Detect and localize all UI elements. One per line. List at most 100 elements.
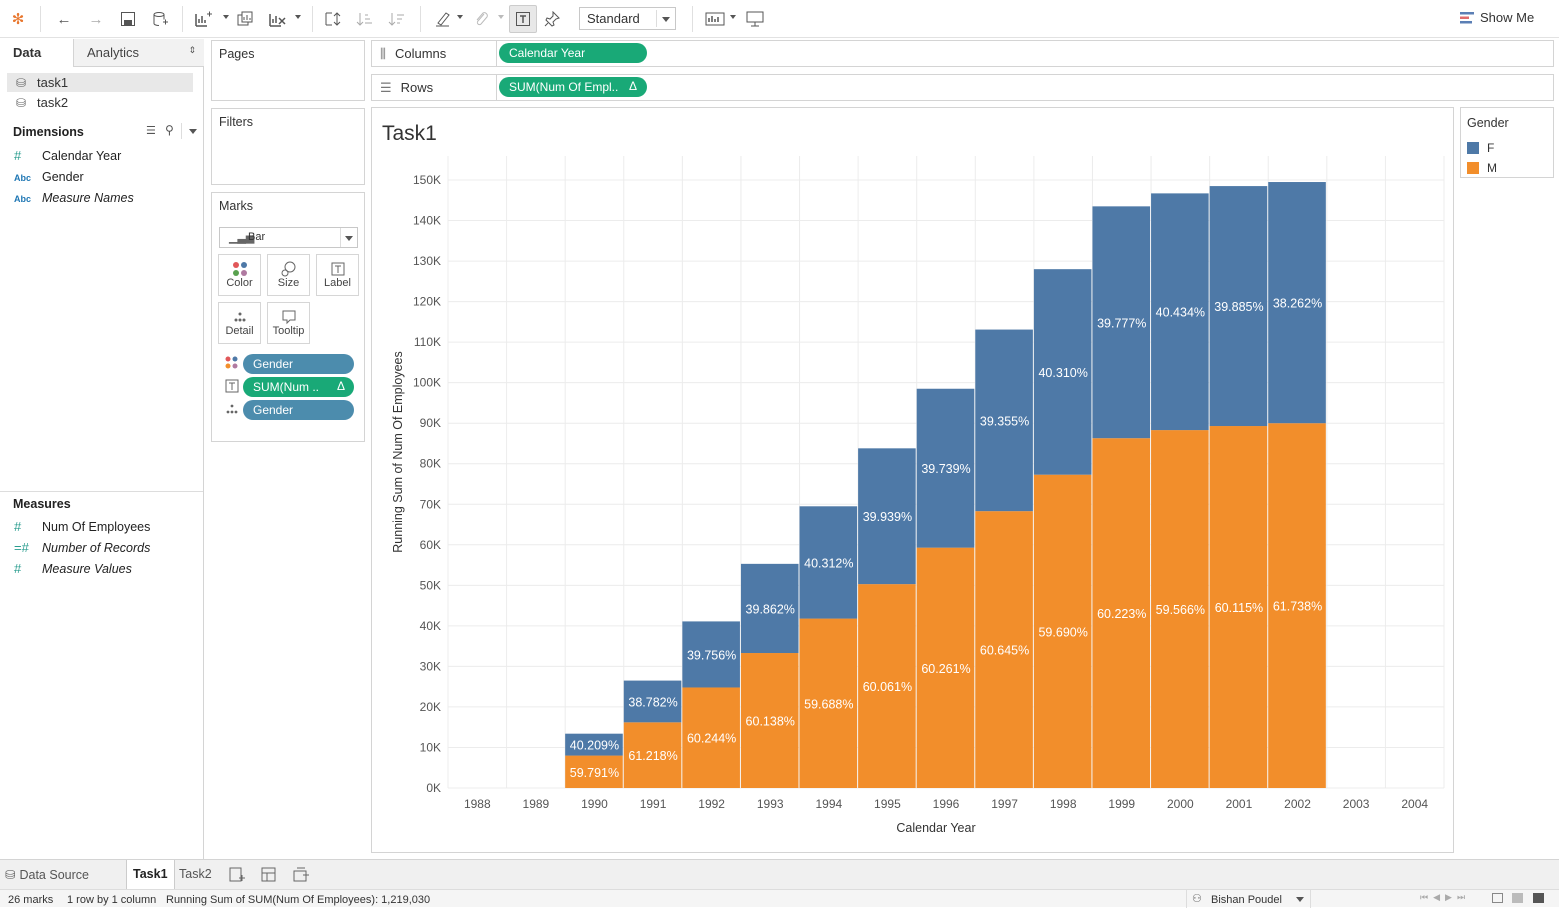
group-dropdown-icon[interactable] bbox=[498, 15, 504, 19]
tab-data-source[interactable]: ⛁ Data Source bbox=[0, 860, 95, 889]
bar-segment-f bbox=[1092, 206, 1151, 439]
rows-shelf-label: ☰ Rows bbox=[380, 80, 433, 96]
presentation-mode-icon[interactable] bbox=[745, 9, 765, 29]
size-button[interactable]: Size bbox=[267, 254, 310, 296]
datasource-task2[interactable]: ⛁ task2 bbox=[7, 93, 193, 112]
bar-segment-f bbox=[1268, 182, 1326, 424]
marks-pill-gender-color[interactable]: Gender bbox=[243, 354, 354, 374]
show-tabs-icon[interactable] bbox=[1533, 893, 1544, 903]
table-calc-delta-icon: Δ bbox=[336, 379, 345, 393]
group-members-icon[interactable] bbox=[471, 9, 491, 29]
data-label-m: 60.061% bbox=[863, 680, 912, 694]
datasource-icon: ⛁ bbox=[16, 76, 27, 90]
datasource-label: task1 bbox=[37, 75, 69, 90]
user-menu-chevron-icon[interactable] bbox=[1296, 897, 1304, 902]
y-tick-label: 40K bbox=[420, 619, 441, 633]
redo-icon[interactable]: → bbox=[88, 10, 104, 28]
columns-pill-calendar-year[interactable]: Calendar Year bbox=[499, 43, 647, 63]
field-gender[interactable]: Gender bbox=[42, 170, 84, 184]
clear-sheet-dropdown-icon[interactable] bbox=[295, 15, 301, 19]
new-worksheet-tab-icon[interactable] bbox=[229, 867, 245, 886]
rows-label-text: Rows bbox=[400, 80, 434, 95]
rows-pill-sum-employees[interactable]: SUM(Num Of Empl.. Δ bbox=[499, 77, 647, 97]
detail-button[interactable]: Detail bbox=[218, 302, 261, 344]
bar-segment-m bbox=[1151, 430, 1209, 788]
highlight-icon[interactable] bbox=[433, 9, 453, 29]
duplicate-sheet-icon[interactable] bbox=[236, 9, 256, 29]
y-tick-label: 140K bbox=[413, 214, 441, 228]
show-filmstrip-icon[interactable] bbox=[1492, 893, 1503, 903]
pages-card[interactable]: Pages bbox=[211, 40, 365, 101]
save-icon[interactable] bbox=[118, 9, 138, 29]
undo-icon[interactable]: ← bbox=[56, 10, 72, 28]
detail-icon bbox=[219, 309, 260, 325]
highlight-dropdown-icon[interactable] bbox=[457, 15, 463, 19]
show-mark-labels-icon[interactable] bbox=[509, 5, 537, 33]
field-measure-names[interactable]: Measure Names bbox=[42, 191, 134, 205]
status-dimensions: 1 row by 1 column bbox=[67, 894, 157, 906]
columns-shelf[interactable]: ⫼ Columns Calendar Year bbox=[371, 40, 1554, 67]
data-label-m: 59.566% bbox=[1156, 603, 1205, 617]
dimensions-menu-icon[interactable] bbox=[189, 129, 197, 134]
y-tick-label: 20K bbox=[420, 700, 441, 714]
mark-type-select[interactable]: ▁▃▅ Bar bbox=[219, 227, 358, 248]
sort-ascending-icon[interactable] bbox=[355, 9, 375, 29]
tableau-logo-icon[interactable]: ✻ bbox=[11, 11, 25, 28]
fit-mode-select[interactable]: Standard bbox=[579, 7, 676, 30]
fix-axes-icon[interactable] bbox=[542, 9, 562, 29]
tab-analytics[interactable]: Analytics ⇕ bbox=[73, 39, 204, 67]
measures-title: Measures bbox=[13, 497, 71, 511]
x-tick-label: 1999 bbox=[1108, 797, 1135, 811]
swap-rows-columns-icon[interactable] bbox=[322, 9, 342, 29]
datasource-task1[interactable]: ⛁ task1 bbox=[7, 73, 193, 92]
rows-icon: ☰ bbox=[380, 80, 392, 95]
rows-shelf[interactable]: ☰ Rows SUM(Num Of Empl.. Δ bbox=[371, 74, 1554, 101]
show-me-button[interactable]: Show Me bbox=[1460, 10, 1534, 25]
size-icon bbox=[268, 261, 309, 277]
number-type-icon: =# bbox=[14, 540, 29, 555]
tab-data[interactable]: Data bbox=[13, 45, 42, 60]
columns-icon: ⫼ bbox=[380, 46, 386, 61]
data-label-f: 39.756% bbox=[687, 648, 736, 662]
data-label-f: 39.862% bbox=[746, 602, 795, 616]
color-button[interactable]: Color bbox=[218, 254, 261, 296]
marks-pill-sum-label[interactable]: SUM(Num .. Δ bbox=[243, 377, 354, 397]
sheet-navigation-icons[interactable]: ⏮◀▶⏭ bbox=[1420, 892, 1471, 902]
new-worksheet-dropdown-icon[interactable] bbox=[223, 15, 229, 19]
pill-label: Calendar Year bbox=[509, 46, 586, 60]
status-user[interactable]: Bishan Poudel bbox=[1211, 894, 1282, 906]
legend-item-f[interactable]: F bbox=[1467, 141, 1494, 155]
bar-segment-m bbox=[565, 755, 623, 788]
marks-title: Marks bbox=[219, 199, 254, 213]
new-dashboard-tab-icon[interactable] bbox=[261, 867, 277, 886]
tab-task2[interactable]: Task2 bbox=[179, 867, 212, 881]
clear-sheet-icon[interactable] bbox=[268, 9, 288, 29]
show-cards-dropdown-icon[interactable] bbox=[730, 15, 736, 19]
marks-pill-gender-detail[interactable]: Gender bbox=[243, 400, 354, 420]
x-tick-label: 1992 bbox=[698, 797, 725, 811]
field-number-of-records[interactable]: Number of Records bbox=[42, 541, 151, 555]
y-tick-label: 100K bbox=[413, 376, 441, 390]
search-icon[interactable]: ⚲ bbox=[165, 123, 174, 137]
filters-title: Filters bbox=[219, 115, 254, 129]
add-datasource-icon[interactable] bbox=[150, 9, 170, 29]
field-num-of-employees[interactable]: Num Of Employees bbox=[42, 520, 151, 534]
y-tick-label: 130K bbox=[413, 254, 441, 268]
new-story-tab-icon[interactable] bbox=[293, 867, 309, 886]
tooltip-button[interactable]: Tooltip bbox=[267, 302, 310, 344]
field-calendar-year[interactable]: Calendar Year bbox=[42, 149, 122, 163]
legend-item-m[interactable]: M bbox=[1467, 161, 1497, 175]
pane-collapse-icon[interactable]: ⇕ bbox=[188, 45, 196, 55]
sort-descending-icon[interactable] bbox=[387, 9, 407, 29]
view-as-list-icon[interactable]: ☰ bbox=[146, 125, 156, 137]
tab-task1[interactable]: Task1 bbox=[126, 860, 175, 889]
y-axis-title: Running Sum of Num Of Employees bbox=[391, 351, 405, 552]
show-sheet-sorter-icon[interactable] bbox=[1512, 893, 1523, 903]
field-measure-values[interactable]: Measure Values bbox=[42, 562, 132, 576]
x-tick-label: 2001 bbox=[1226, 797, 1253, 811]
data-label-f: 40.312% bbox=[804, 556, 853, 570]
filters-card[interactable]: Filters bbox=[211, 108, 365, 185]
show-cards-icon[interactable] bbox=[705, 9, 725, 29]
new-worksheet-icon[interactable] bbox=[194, 9, 214, 29]
label-button[interactable]: Label bbox=[316, 254, 359, 296]
